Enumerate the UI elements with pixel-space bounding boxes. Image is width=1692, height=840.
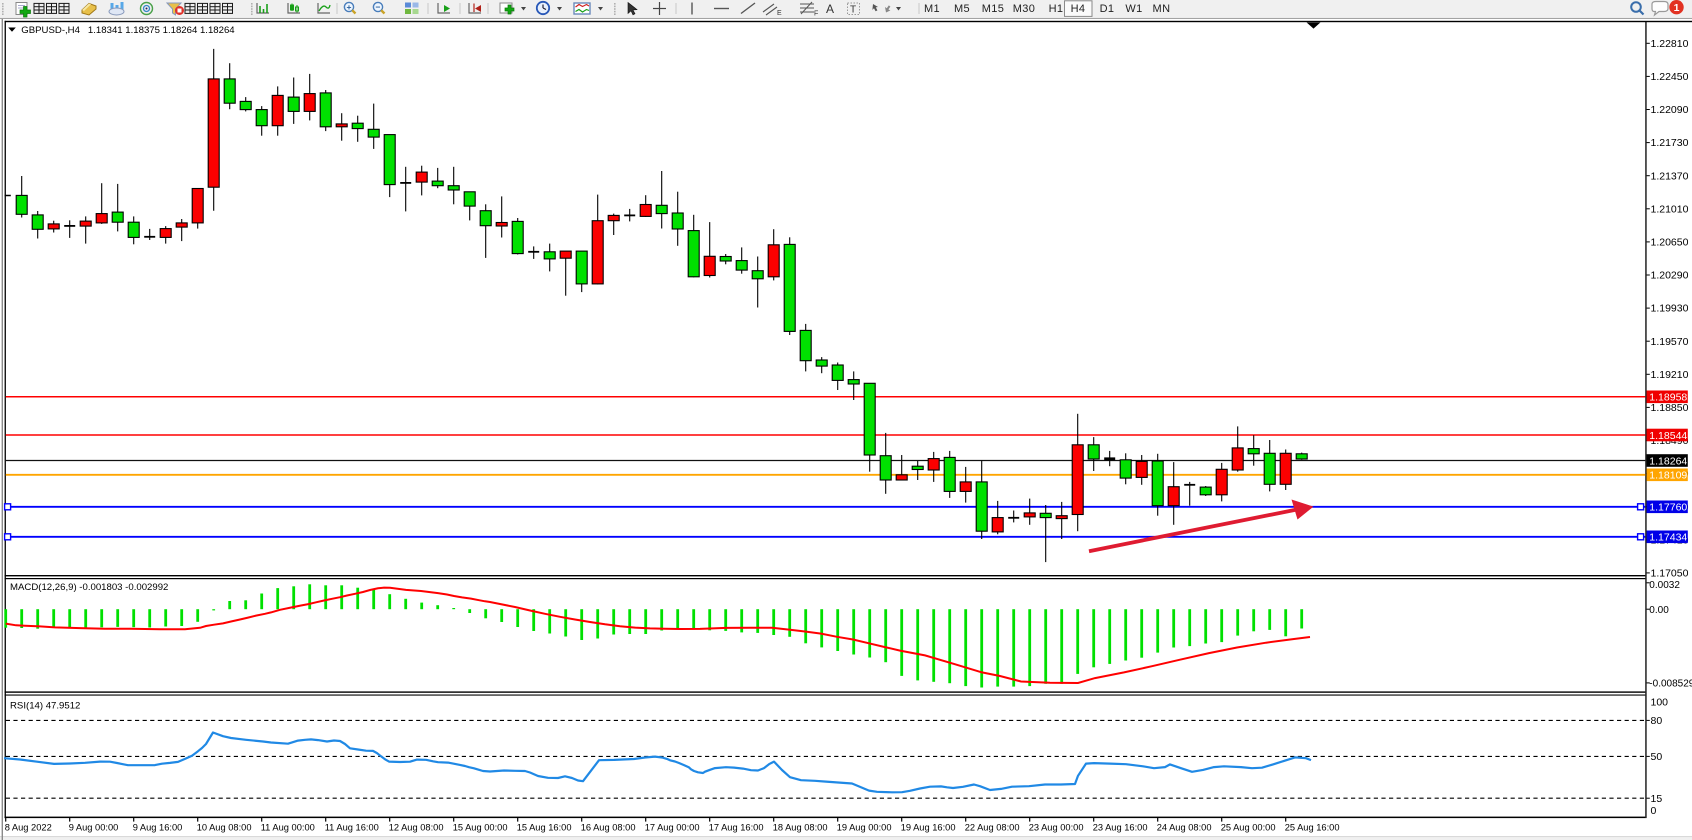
svg-text:1.18544: 1.18544 bbox=[1649, 430, 1687, 442]
svg-text:15: 15 bbox=[1651, 793, 1663, 805]
svg-text:19 Aug 16:00: 19 Aug 16:00 bbox=[901, 822, 956, 832]
svg-text:1.19930: 1.19930 bbox=[1651, 303, 1689, 315]
svg-text:1.21730: 1.21730 bbox=[1651, 137, 1689, 149]
svg-text:W1: W1 bbox=[1125, 3, 1142, 15]
svg-text:GBPUSD-,H4 1.18341 1.18375 1: GBPUSD-,H4 1.18341 1.18375 1.18264 1.182… bbox=[21, 25, 235, 36]
svg-text:15 Aug 16:00: 15 Aug 16:00 bbox=[517, 822, 572, 832]
svg-text:M1: M1 bbox=[924, 3, 940, 15]
svg-text:8 Aug 2022: 8 Aug 2022 bbox=[5, 822, 52, 832]
svg-text:RSI(14) 47.9512: RSI(14) 47.9512 bbox=[10, 701, 80, 712]
svg-text:1.19570: 1.19570 bbox=[1651, 336, 1689, 348]
svg-text:15 Aug 00:00: 15 Aug 00:00 bbox=[453, 822, 508, 832]
svg-text:MACD(12,26,9) -0.001803 -0.002: MACD(12,26,9) -0.001803 -0.002992 bbox=[10, 582, 168, 593]
svg-text:1.17050: 1.17050 bbox=[1651, 568, 1689, 580]
svg-text:1.21010: 1.21010 bbox=[1651, 203, 1689, 215]
svg-text:1.18109: 1.18109 bbox=[1649, 470, 1687, 482]
svg-text:1.18850: 1.18850 bbox=[1651, 402, 1689, 414]
svg-text:17 Aug 16:00: 17 Aug 16:00 bbox=[709, 822, 764, 832]
svg-text:1: 1 bbox=[1674, 2, 1680, 14]
svg-text:25 Aug 16:00: 25 Aug 16:00 bbox=[1285, 822, 1340, 832]
svg-text:24 Aug 08:00: 24 Aug 08:00 bbox=[1157, 822, 1212, 832]
svg-text:17 Aug 00:00: 17 Aug 00:00 bbox=[645, 822, 700, 832]
svg-text:80: 80 bbox=[1651, 715, 1663, 727]
svg-text:T: T bbox=[850, 5, 856, 16]
svg-text:M5: M5 bbox=[954, 3, 970, 15]
svg-text:23 Aug 16:00: 23 Aug 16:00 bbox=[1093, 822, 1148, 832]
svg-text:19 Aug 00:00: 19 Aug 00:00 bbox=[837, 822, 892, 832]
svg-text:16 Aug 08:00: 16 Aug 08:00 bbox=[581, 822, 636, 832]
svg-text:0: 0 bbox=[1651, 805, 1657, 817]
svg-text:0.00: 0.00 bbox=[1649, 605, 1669, 616]
svg-text:D1: D1 bbox=[1100, 3, 1115, 15]
svg-text:E: E bbox=[777, 10, 782, 17]
svg-text:M15: M15 bbox=[982, 3, 1005, 15]
svg-text:H4: H4 bbox=[1071, 3, 1086, 15]
svg-text:50: 50 bbox=[1651, 751, 1663, 763]
svg-text:A: A bbox=[826, 2, 834, 16]
svg-text:1.17760: 1.17760 bbox=[1649, 502, 1687, 514]
svg-text:22 Aug 08:00: 22 Aug 08:00 bbox=[965, 822, 1020, 832]
svg-text:9 Aug 00:00: 9 Aug 00:00 bbox=[69, 822, 119, 832]
svg-text:1.22810: 1.22810 bbox=[1651, 38, 1689, 50]
svg-text:23 Aug 00:00: 23 Aug 00:00 bbox=[1029, 822, 1084, 832]
svg-text:MN: MN bbox=[1153, 3, 1171, 15]
svg-text:0.0032: 0.0032 bbox=[1649, 580, 1680, 591]
svg-text:1.20650: 1.20650 bbox=[1651, 237, 1689, 249]
svg-text:1.19210: 1.19210 bbox=[1651, 369, 1689, 381]
svg-text:100: 100 bbox=[1651, 697, 1669, 709]
svg-text:1.18958: 1.18958 bbox=[1649, 392, 1687, 404]
svg-text:M30: M30 bbox=[1013, 3, 1036, 15]
svg-text:1.22450: 1.22450 bbox=[1651, 71, 1689, 83]
svg-text:11 Aug 16:00: 11 Aug 16:00 bbox=[325, 822, 379, 832]
svg-text:F: F bbox=[814, 11, 818, 18]
svg-text:9 Aug 16:00: 9 Aug 16:00 bbox=[133, 822, 183, 832]
svg-text:11 Aug 00:00: 11 Aug 00:00 bbox=[261, 822, 315, 832]
svg-text:1.21370: 1.21370 bbox=[1651, 170, 1689, 182]
svg-text:25 Aug 00:00: 25 Aug 00:00 bbox=[1221, 822, 1276, 832]
svg-text:1.22090: 1.22090 bbox=[1651, 104, 1689, 116]
svg-text:1.20290: 1.20290 bbox=[1651, 270, 1689, 282]
svg-text:12 Aug 08:00: 12 Aug 08:00 bbox=[389, 822, 444, 832]
svg-text:−: − bbox=[376, 2, 381, 12]
svg-text:-0.008529: -0.008529 bbox=[1649, 679, 1692, 690]
svg-text:1.17434: 1.17434 bbox=[1649, 532, 1687, 544]
svg-text:1.18264: 1.18264 bbox=[1649, 455, 1687, 467]
svg-text:18 Aug 08:00: 18 Aug 08:00 bbox=[773, 822, 828, 832]
svg-text:10 Aug 08:00: 10 Aug 08:00 bbox=[197, 822, 252, 832]
svg-text:H1: H1 bbox=[1049, 3, 1064, 15]
svg-text:+: + bbox=[347, 2, 352, 12]
